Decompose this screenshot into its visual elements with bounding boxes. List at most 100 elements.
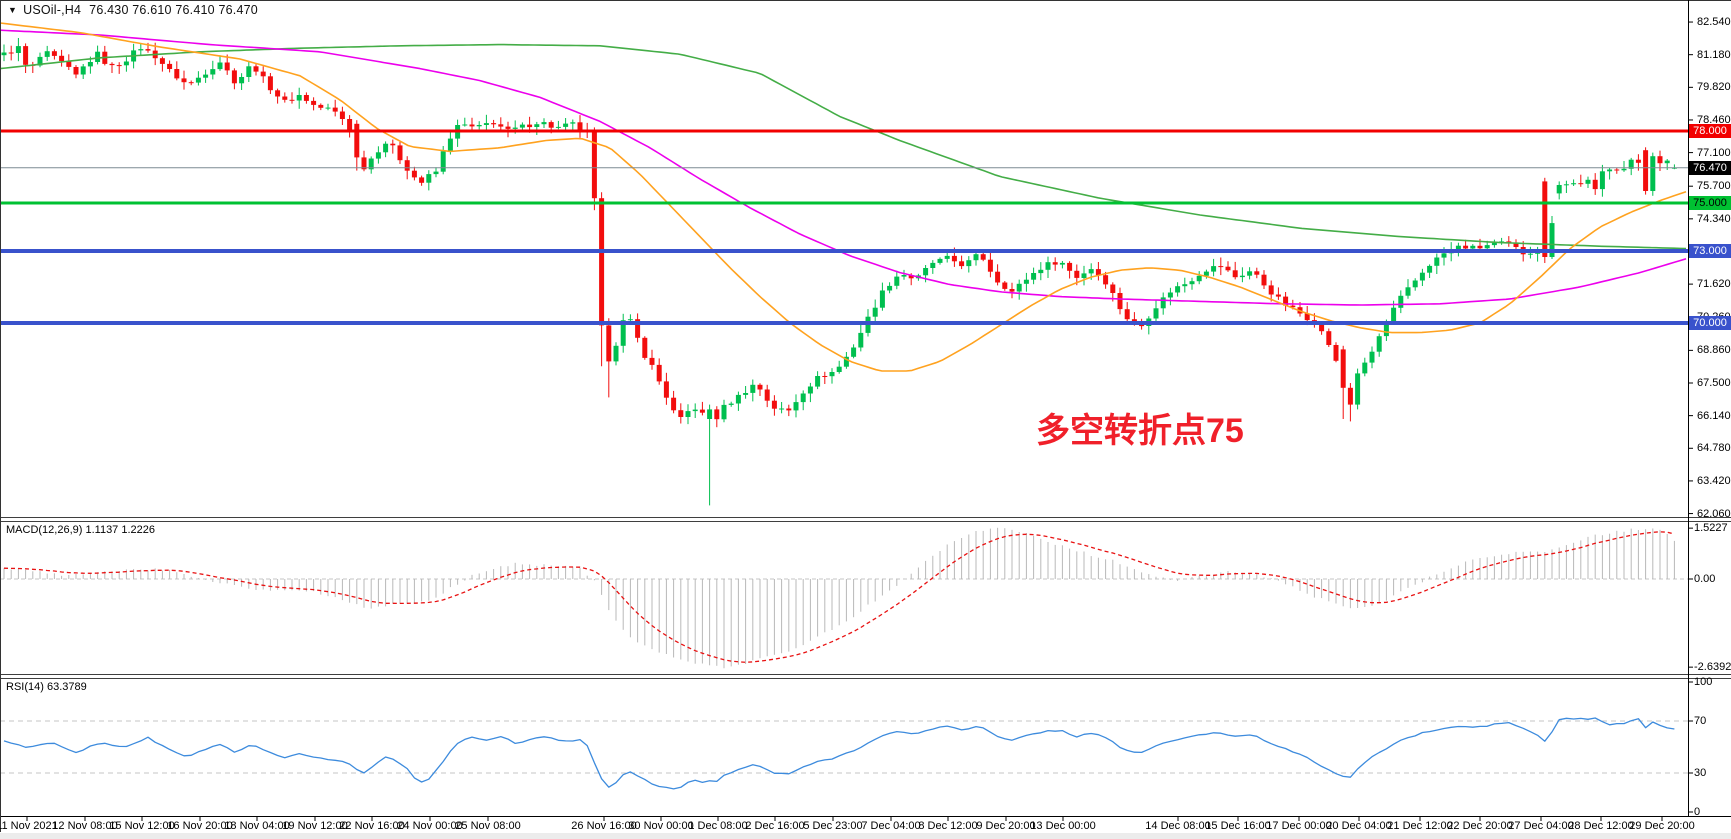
- time-tick-label: 7 Dec 04:00: [861, 820, 921, 832]
- candle: [253, 66, 259, 72]
- candle: [231, 70, 237, 84]
- candle: [8, 52, 14, 54]
- candle: [1182, 284, 1188, 287]
- candle: [1607, 169, 1613, 172]
- candle: [901, 275, 907, 277]
- candle: [347, 119, 353, 132]
- price-tick-label: 62.060: [1697, 507, 1731, 520]
- candle: [908, 275, 914, 279]
- price-tick-label: 78.460: [1697, 113, 1731, 126]
- candle: [1254, 271, 1260, 275]
- candle: [181, 78, 187, 83]
- price-level-badge: 78.000: [1689, 124, 1731, 138]
- candle: [1578, 183, 1584, 185]
- candle: [779, 408, 785, 410]
- candle: [311, 100, 317, 105]
- candle: [771, 400, 777, 409]
- candle: [570, 122, 576, 124]
- candle: [1268, 285, 1274, 295]
- candle: [1657, 156, 1663, 164]
- symbol-dropdown-icon[interactable]: ▼: [8, 5, 18, 15]
- candle: [930, 262, 936, 268]
- candle: [1045, 262, 1051, 270]
- candle: [923, 268, 929, 276]
- candle: [815, 376, 821, 387]
- time-tick-label: 22 Dec 20:00: [1447, 820, 1513, 832]
- candle: [1614, 169, 1620, 171]
- candle: [1153, 308, 1159, 319]
- candle: [764, 389, 770, 401]
- candle: [548, 122, 554, 128]
- candle: [944, 255, 950, 259]
- candle: [433, 171, 439, 175]
- time-tick-label: 11 Nov 2021: [0, 820, 58, 832]
- candle: [498, 124, 504, 127]
- candle: [188, 82, 194, 84]
- candle: [66, 61, 72, 67]
- candle: [1110, 284, 1116, 293]
- candle: [1218, 266, 1224, 268]
- price-tick-label: 66.140: [1697, 409, 1731, 422]
- candle: [714, 409, 720, 420]
- candle: [224, 62, 230, 71]
- candle: [973, 254, 979, 261]
- rsi-indicator-label: RSI(14) 63.3789: [6, 681, 87, 693]
- time-tick-label: 25 Nov 08:00: [455, 820, 521, 832]
- macd-panel[interactable]: [0, 527, 1688, 669]
- candle: [951, 255, 957, 262]
- bottom-strip: [0, 833, 1731, 839]
- time-tick-label: 2 Dec 16:00: [745, 820, 805, 832]
- candle: [1621, 168, 1627, 171]
- candle: [296, 95, 302, 101]
- candle: [829, 372, 835, 377]
- candle: [462, 124, 468, 126]
- time-tick-label: 19 Nov 12:00: [282, 820, 348, 832]
- rsi-line: [3, 717, 1675, 790]
- rsi-tick-label: 70: [1694, 715, 1707, 727]
- candle: [239, 77, 245, 84]
- candle: [534, 124, 540, 127]
- candle: [95, 51, 101, 62]
- candle: [1650, 156, 1656, 191]
- candle: [469, 124, 475, 127]
- price-tick-label: 77.100: [1697, 146, 1731, 159]
- candle: [750, 384, 756, 393]
- candle: [1023, 279, 1029, 284]
- candle: [1506, 241, 1512, 243]
- time-tick-label: 26 Nov 16:00: [571, 820, 637, 832]
- candle: [1319, 324, 1325, 332]
- candle: [1549, 223, 1555, 257]
- candle: [707, 409, 713, 419]
- candle: [620, 320, 626, 346]
- price-panel[interactable]: [0, 22, 1688, 506]
- candle: [879, 290, 885, 308]
- candle: [195, 77, 201, 83]
- candle: [1290, 305, 1296, 308]
- macd-tick-label: 1.5227: [1694, 522, 1728, 535]
- candle: [1103, 275, 1109, 285]
- candle: [1081, 273, 1087, 278]
- candle: [728, 403, 734, 405]
- candle: [671, 397, 677, 411]
- candle: [1160, 297, 1166, 309]
- macd-tick-label: 0.00: [1694, 573, 1716, 585]
- candle: [1131, 319, 1137, 323]
- candle: [1239, 275, 1245, 278]
- macd-signal-line: [3, 531, 1675, 663]
- candle: [138, 49, 144, 51]
- candle: [735, 394, 741, 404]
- rsi-panel[interactable]: [0, 717, 1688, 790]
- candle: [1434, 257, 1440, 266]
- time-tick-label: 9 Dec 20:00: [976, 820, 1036, 832]
- candle: [843, 356, 849, 367]
- price-tick-label: 75.700: [1697, 180, 1731, 193]
- candle: [1376, 336, 1382, 352]
- time-tick-label: 28 Dec 12:00: [1568, 820, 1634, 832]
- candle: [397, 145, 403, 161]
- rsi-tick-label: 100: [1694, 676, 1713, 688]
- time-tick-label: 15 Nov 12:00: [109, 820, 175, 832]
- candle: [822, 376, 828, 377]
- candle: [980, 254, 986, 260]
